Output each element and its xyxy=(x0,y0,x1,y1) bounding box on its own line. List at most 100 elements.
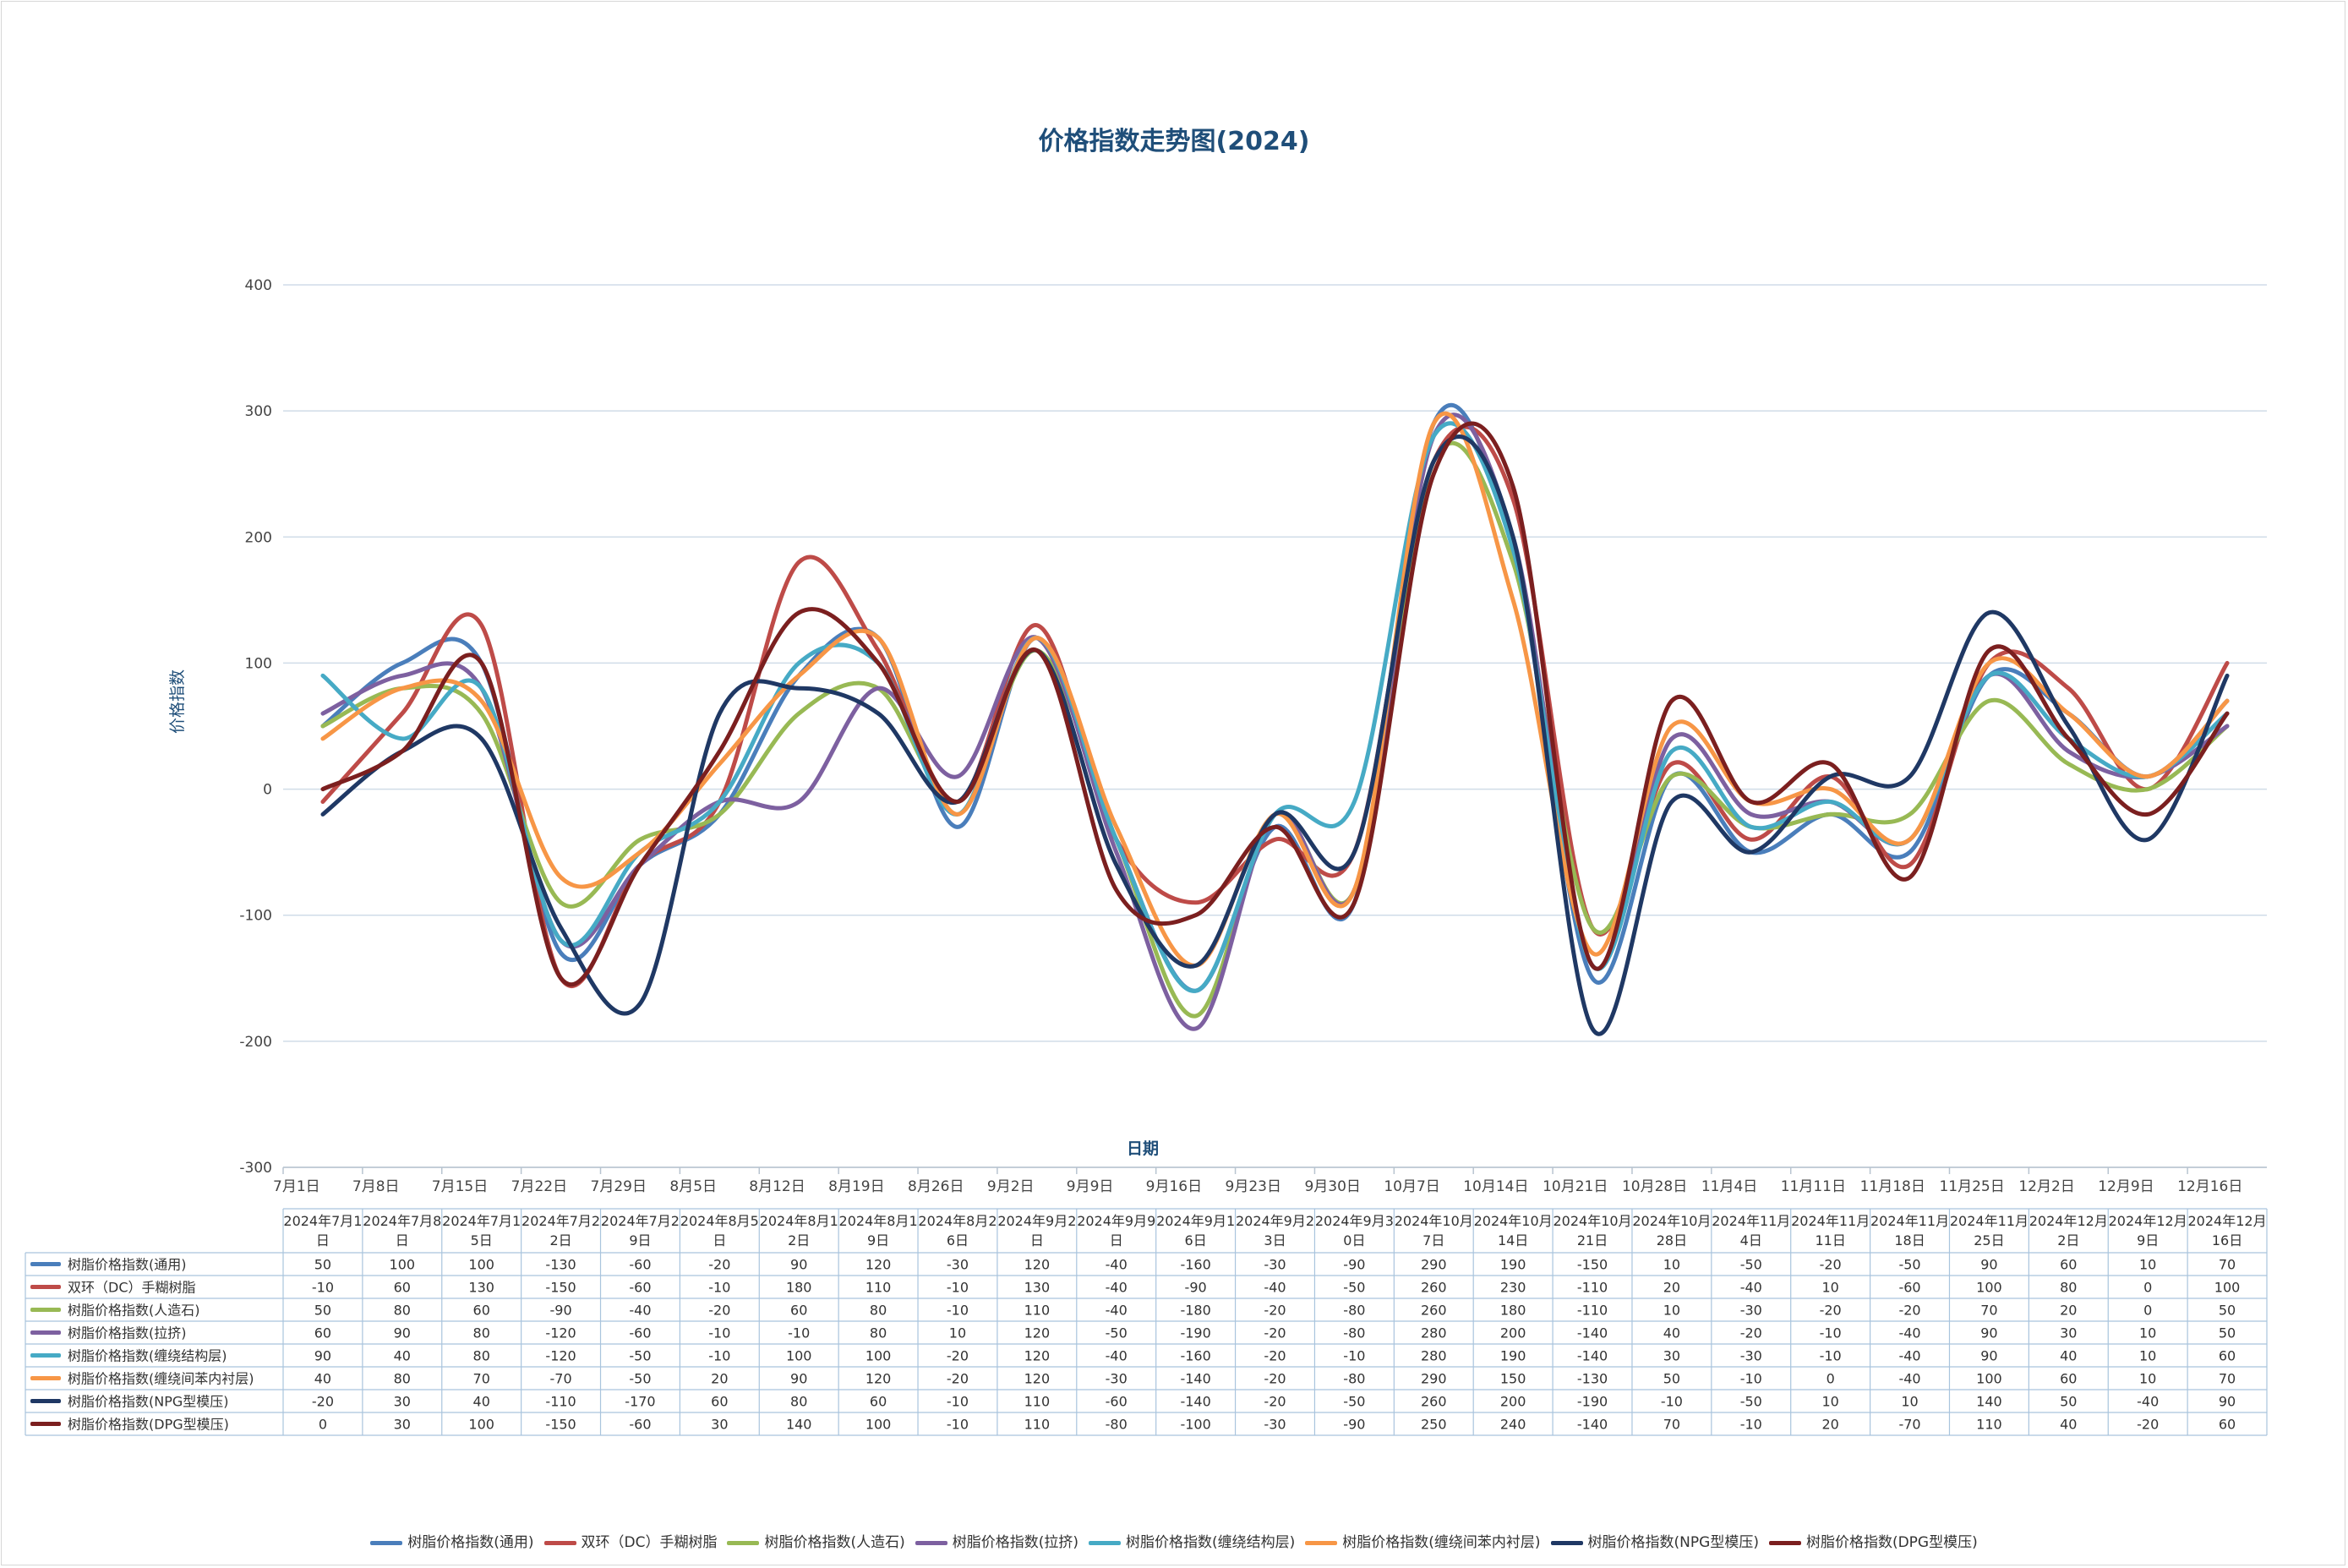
table-cell: -40 xyxy=(1106,1280,1128,1296)
table-cell: -10 xyxy=(947,1280,969,1296)
series-line-3 xyxy=(320,412,2230,1031)
table-cell: -110 xyxy=(1577,1280,1608,1296)
table-cell: 10 xyxy=(2139,1371,2156,1387)
table-cell: 140 xyxy=(786,1417,812,1433)
table-cell: -50 xyxy=(1740,1257,1762,1273)
table-cell: -150 xyxy=(1577,1257,1608,1273)
table-cell: -50 xyxy=(629,1348,651,1364)
table-cell: 50 xyxy=(314,1303,331,1319)
table-cell: -40 xyxy=(1106,1348,1128,1364)
table-cell: 180 xyxy=(786,1280,812,1296)
table-cell: -30 xyxy=(1264,1257,1286,1273)
y-tick-labels: 400 300 200 100 0 -100 -200 -300 xyxy=(239,277,272,1177)
table-header-line1: 2024年7月8 xyxy=(363,1213,441,1229)
y-tick-label: 0 xyxy=(263,782,272,799)
legend-label: 树脂价格指数(缠绕间苯内衬层) xyxy=(1342,1534,1541,1551)
x-tick-label: 12月2日 xyxy=(2018,1178,2074,1195)
table-cell: -10 xyxy=(1820,1348,1842,1364)
table-cell: -140 xyxy=(1577,1325,1608,1341)
table-cell: -40 xyxy=(1264,1280,1286,1296)
table-cell: 150 xyxy=(1500,1371,1526,1387)
table-cell: -50 xyxy=(1343,1280,1365,1296)
table-cell: -20 xyxy=(312,1394,334,1410)
table-cell: -90 xyxy=(550,1303,572,1319)
table-cell: 130 xyxy=(1024,1280,1051,1296)
table-cell: 90 xyxy=(314,1348,331,1364)
table-cell: -60 xyxy=(1106,1394,1128,1410)
table-cell: -50 xyxy=(1898,1257,1920,1273)
table-cell: 40 xyxy=(473,1394,490,1410)
table-header-line1: 2024年8月1 xyxy=(760,1213,838,1229)
table-cell: -10 xyxy=(708,1325,730,1341)
table-cell: -190 xyxy=(1577,1394,1608,1410)
table-cell: 80 xyxy=(394,1371,411,1387)
table-row-label: 树脂价格指数(DPG型模压) xyxy=(68,1417,229,1433)
table-cell: 20 xyxy=(1821,1417,1838,1433)
table-header-line2: 日 xyxy=(713,1232,726,1248)
table-cell: -100 xyxy=(1180,1417,1210,1433)
table-cell: 60 xyxy=(2060,1257,2077,1273)
table-header-line2: 2日 xyxy=(788,1232,810,1248)
legend-swatch xyxy=(1550,1540,1583,1545)
table-row-swatch xyxy=(30,1308,61,1312)
table-cell: 40 xyxy=(1663,1325,1680,1341)
x-tick-label: 7月1日 xyxy=(273,1178,320,1195)
series-line-5 xyxy=(320,411,2230,968)
table-header-line2: 21日 xyxy=(1577,1232,1608,1248)
table-cell: 120 xyxy=(1024,1257,1051,1273)
y-tick-label: 100 xyxy=(245,655,272,672)
legend-item: 树脂价格指数(缠绕结构层) xyxy=(1089,1530,1295,1551)
y-tick-label: 400 xyxy=(245,277,272,294)
table-cell: 40 xyxy=(394,1348,411,1364)
y-tick-label: -100 xyxy=(239,908,272,925)
table-cell: 50 xyxy=(2219,1325,2236,1341)
table-cell: 80 xyxy=(790,1394,807,1410)
table-row-swatch xyxy=(30,1262,61,1266)
table-header-line2: 9日 xyxy=(629,1232,651,1248)
x-tick-label: 8月12日 xyxy=(749,1178,805,1195)
table-row-swatch xyxy=(30,1422,61,1426)
table-cell: 70 xyxy=(2219,1257,2236,1273)
legend-swatch xyxy=(1768,1540,1801,1545)
table-header-line1: 2024年9月1 xyxy=(1156,1213,1235,1229)
x-tick-label: 11月25日 xyxy=(1939,1178,2004,1195)
table-cell: 280 xyxy=(1421,1348,1447,1364)
x-tick-label: 9月23日 xyxy=(1226,1178,1281,1195)
x-tick-label: 10月7日 xyxy=(1384,1178,1439,1195)
table-cell: -80 xyxy=(1343,1303,1365,1319)
legend: 树脂价格指数(通用) 双环（DC）手糊树脂 树脂价格指数(人造石) 树脂价格指数(拉挤… xyxy=(0,1530,2348,1551)
x-axis-label: 日期 xyxy=(1126,1139,1159,1158)
table-header-line1: 2024年7月1 xyxy=(283,1213,362,1229)
table-cell: 250 xyxy=(1421,1417,1447,1433)
table-cell: -10 xyxy=(708,1348,730,1364)
y-tick-label: -200 xyxy=(239,1034,272,1051)
series-lines xyxy=(320,402,2230,1036)
table-cell: 0 xyxy=(2143,1303,2152,1319)
table-header-line2: 9日 xyxy=(867,1232,889,1248)
table-cell: -120 xyxy=(545,1348,576,1364)
table-cell: 50 xyxy=(2060,1394,2077,1410)
table-cell: 30 xyxy=(394,1417,411,1433)
table-cell: 80 xyxy=(473,1325,490,1341)
table-cell: -160 xyxy=(1180,1348,1210,1364)
table-cell: -30 xyxy=(1740,1303,1762,1319)
legend-label: 树脂价格指数(NPG型模压) xyxy=(1587,1534,1759,1551)
table-cell: 80 xyxy=(870,1303,887,1319)
table-cell: 240 xyxy=(1500,1417,1526,1433)
table-row-label: 树脂价格指数(缠绕间苯内衬层) xyxy=(68,1371,254,1387)
table-header-line2: 16日 xyxy=(2212,1232,2242,1248)
table-cell: 10 xyxy=(2139,1348,2156,1364)
table-cell: 20 xyxy=(711,1371,728,1387)
table-cell: 290 xyxy=(1421,1371,1447,1387)
table-cell: -150 xyxy=(545,1280,576,1296)
table-cell: -160 xyxy=(1180,1257,1210,1273)
x-tick-label: 7月22日 xyxy=(511,1178,567,1195)
table-cell: -10 xyxy=(1740,1371,1762,1387)
table-cell: 80 xyxy=(870,1325,887,1341)
x-tick-label: 8月5日 xyxy=(669,1178,717,1195)
y-tick-label: 200 xyxy=(245,529,272,546)
table-cell: -40 xyxy=(1106,1303,1128,1319)
table-cell: -140 xyxy=(1180,1394,1210,1410)
table-cell: -30 xyxy=(1106,1371,1128,1387)
